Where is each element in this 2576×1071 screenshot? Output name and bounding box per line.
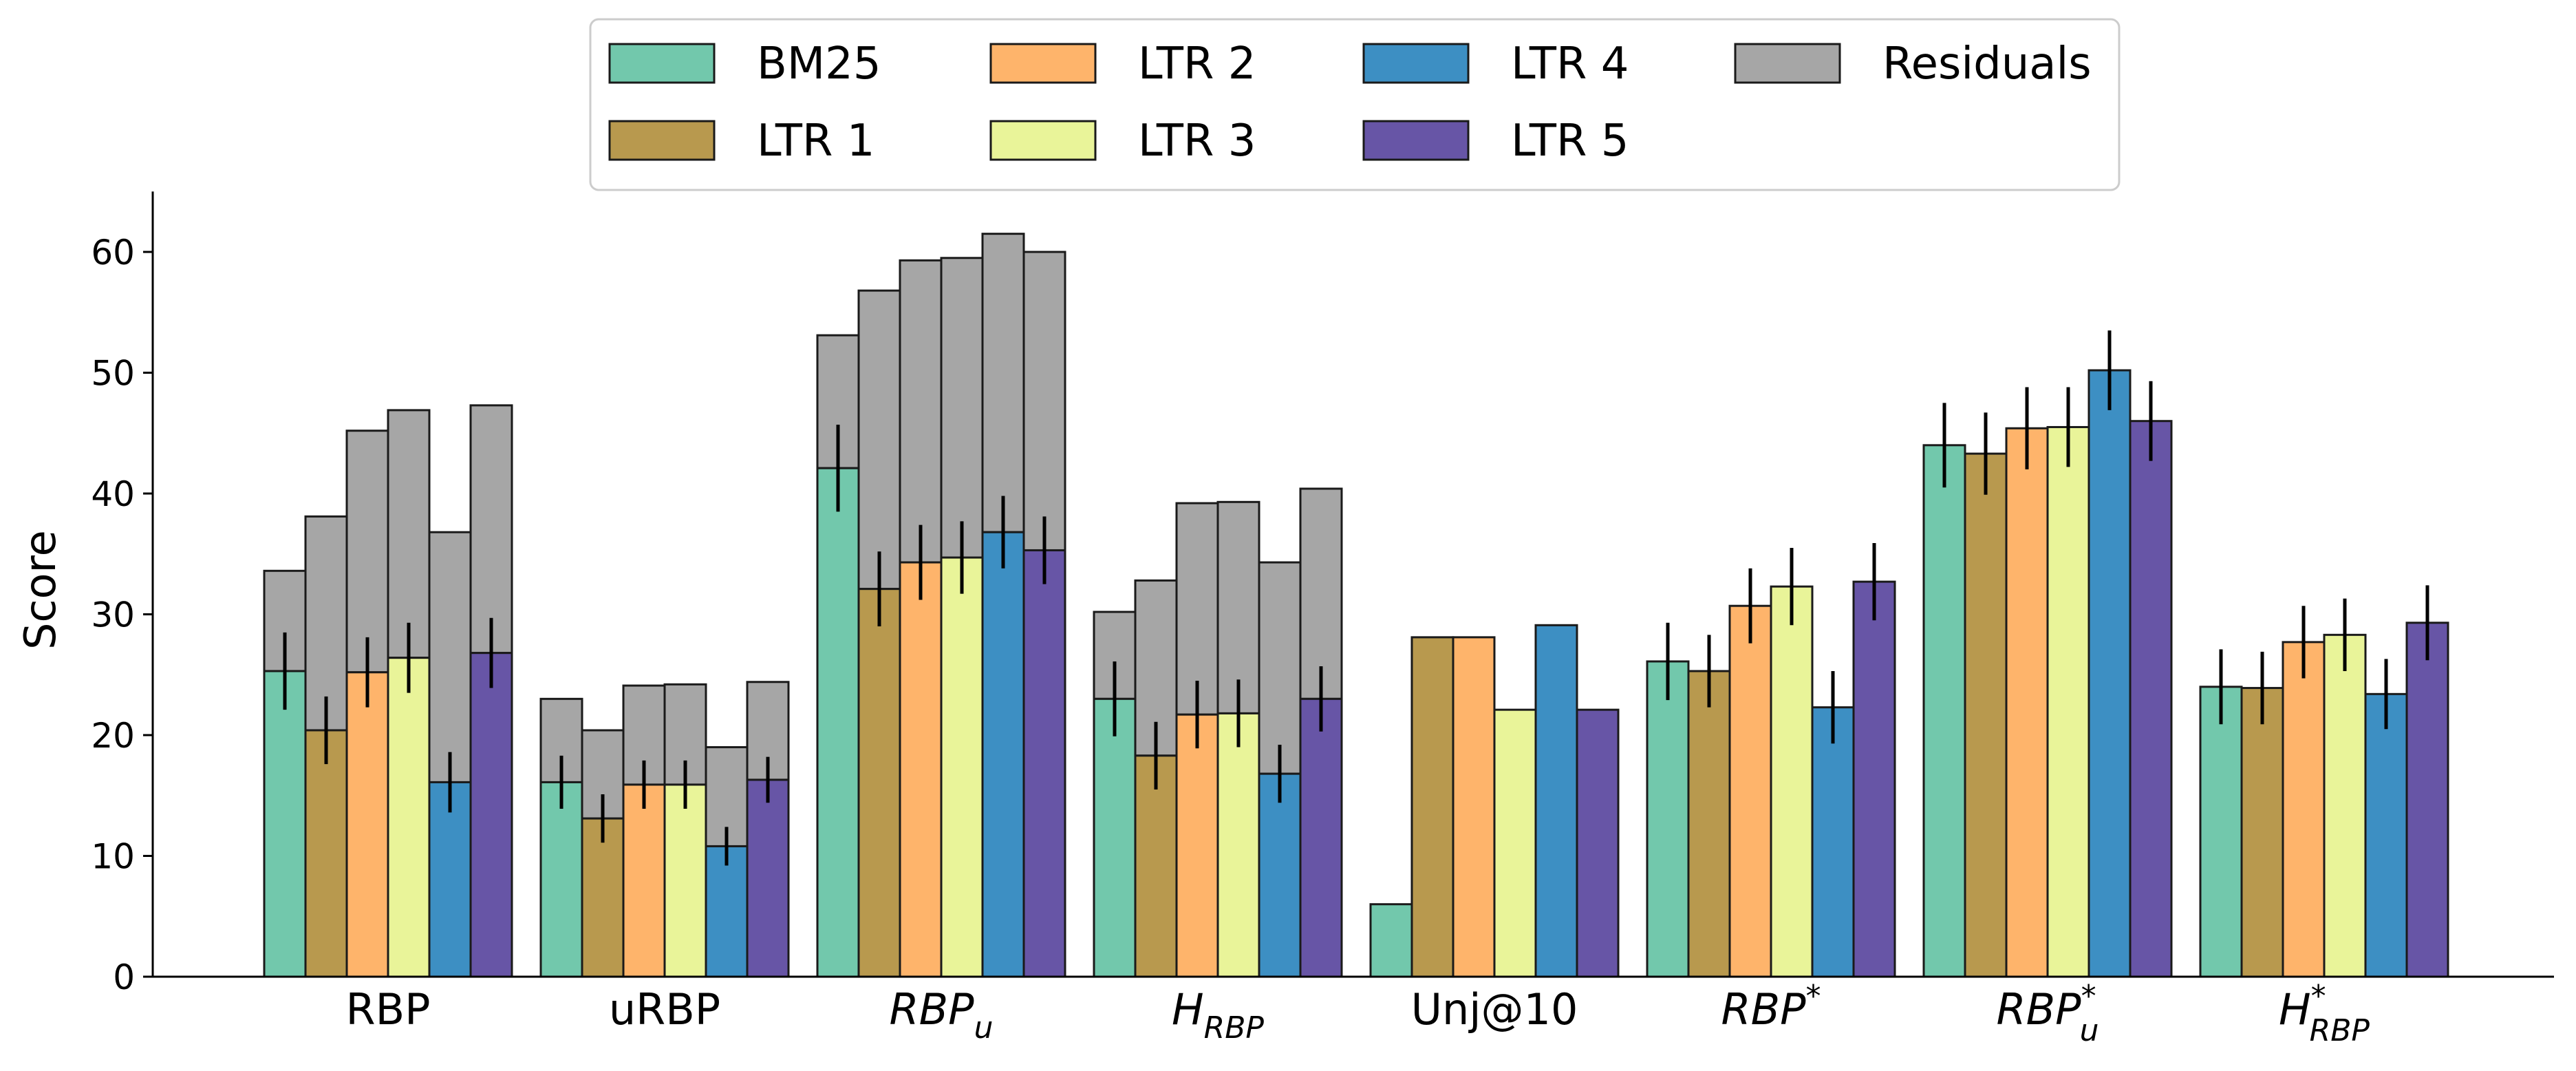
residual-bar-ltr-2-rbp-u <box>899 259 943 564</box>
x-tick-label-rbp: RBP* <box>1721 979 1821 1035</box>
bar-bm25-rbp <box>263 670 307 978</box>
category-labels-group: RBP uRBP RBPu HRBP Unj@10 RBP* RBP* u H* RBP <box>345 979 2370 1048</box>
bar-ltr-1-unj-10 <box>1410 636 1455 978</box>
bar-ltr-5-rbp-u <box>2129 420 2173 978</box>
residual-bar-ltr-2-rbp <box>345 430 389 674</box>
bar-bm25-rbp-u <box>1922 444 1966 978</box>
bar-bm25-urbp <box>539 781 583 978</box>
bar-ltr-3-h-rbp <box>1216 712 1260 978</box>
residual-bar-ltr-1-rbp-u <box>857 289 901 591</box>
x-tick-label-rbp: RBP <box>345 984 430 1035</box>
bar-bm25-unj-10 <box>1369 903 1413 978</box>
residual-bar-ltr-5-rbp-u <box>1022 251 1066 551</box>
bar-bm25-h-rbp <box>2199 686 2243 978</box>
y-axis-label: Score <box>15 530 65 650</box>
bar-ltr-2-h-rbp <box>2282 641 2326 978</box>
bar-ltr-2-rbp-u <box>899 561 943 978</box>
bar-ltr-3-rbp-u <box>940 556 984 978</box>
legend: BM25 LTR 2 LTR 4 Residuals LTR 1 LTR 3 LTR 5 <box>589 18 2121 191</box>
axes-group: 0 10 20 30 40 50 60 <box>91 191 2554 997</box>
bar-ltr-2-rbp-u <box>2005 427 2049 978</box>
bar-ltr-4-rbp-u <box>981 531 1025 978</box>
x-tick-label-unj-10: Unj@10 <box>1411 984 1578 1035</box>
y-tick-label-50: 50 <box>91 354 135 394</box>
y-tick-label-20: 20 <box>91 716 135 756</box>
bar-ltr-1-h-rbp <box>2240 687 2284 978</box>
bar-bm25-rbp-u <box>816 467 860 978</box>
error-bars-group <box>283 330 2429 866</box>
bar-ltr-3-rbp-u <box>2046 425 2090 978</box>
x-tick-label-rbp-u: RBPu <box>890 984 994 1046</box>
bars-group <box>263 233 2449 978</box>
residual-bar-ltr-3-rbp-u <box>940 257 984 559</box>
bar-ltr-5-rbp <box>469 652 513 978</box>
bar-ltr-3-urbp <box>663 783 707 978</box>
bar-ltr-3-rbp <box>1770 585 1814 978</box>
y-tick-label-0: 0 <box>113 957 135 997</box>
legend-label-residuals: Residuals <box>1882 39 2092 89</box>
bar-ltr-2-h-rbp <box>1175 713 1219 978</box>
legend-label-ltr-5: LTR 5 <box>1511 116 1629 167</box>
bar-bm25-h-rbp <box>1093 697 1137 978</box>
residual-bar-ltr-4-h-rbp <box>1258 561 1302 775</box>
bar-ltr-5-rbp-u <box>1022 549 1066 978</box>
bar-ltr-4-h-rbp <box>2364 692 2408 978</box>
legend-label-ltr-4: LTR 4 <box>1511 39 1629 89</box>
bar-ltr-4-h-rbp <box>1258 772 1302 978</box>
residual-bar-ltr-3-rbp <box>387 409 431 659</box>
legend-label-ltr-3: LTR 3 <box>1138 116 1256 167</box>
bar-ltr-5-unj-10 <box>1576 708 1620 978</box>
legend-swatch-ltr-3 <box>989 120 1097 161</box>
y-tick-label-30: 30 <box>91 595 135 635</box>
legend-swatch-bm25 <box>608 43 716 84</box>
legend-swatch-ltr-5 <box>1362 120 1470 161</box>
bar-ltr-2-rbp <box>1728 604 1772 978</box>
bar-ltr-4-urbp <box>705 845 749 978</box>
legend-swatch-residuals <box>1734 43 1841 84</box>
legend-swatch-ltr-2 <box>989 43 1097 84</box>
legend-swatch-ltr-4 <box>1362 43 1470 84</box>
bar-ltr-4-rbp-u <box>2087 369 2132 978</box>
bar-ltr-2-urbp <box>622 783 666 978</box>
residual-bar-ltr-4-rbp <box>428 531 472 783</box>
residual-bar-ltr-5-h-rbp <box>1299 487 1343 700</box>
x-tick-label-h-rbp: H* RBP <box>2279 979 2370 1048</box>
bar-ltr-2-rbp <box>345 671 389 978</box>
legend-label-bm25: BM25 <box>757 39 881 89</box>
bar-ltr-3-h-rbp <box>2323 633 2367 978</box>
y-tick-label-40: 40 <box>91 474 135 514</box>
bar-ltr-1-rbp <box>1687 670 1731 978</box>
bar-ltr-5-h-rbp <box>2405 622 2449 978</box>
residual-bar-ltr-5-rbp <box>469 404 513 655</box>
bar-bm25-rbp <box>1646 660 1690 978</box>
bar-ltr-5-urbp <box>746 778 790 978</box>
bar-ltr-1-rbp-u <box>857 588 901 978</box>
bar-ltr-5-h-rbp <box>1299 697 1343 978</box>
bar-ltr-4-unj-10 <box>1534 624 1578 978</box>
bar-ltr-1-rbp-u <box>1964 452 2008 978</box>
bar-ltr-4-rbp <box>1811 706 1855 978</box>
x-tick-label-urbp: uRBP <box>609 984 720 1035</box>
residual-bar-ltr-4-rbp-u <box>981 233 1025 533</box>
legend-label-ltr-2: LTR 2 <box>1138 39 1256 89</box>
legend-label-ltr-1: LTR 1 <box>757 116 874 167</box>
bar-ltr-1-rbp <box>304 729 348 978</box>
x-tick-label-h-rbp: HRBP <box>1172 984 1264 1046</box>
bar-ltr-3-rbp <box>387 657 431 978</box>
legend-swatch-ltr-1 <box>608 120 716 161</box>
y-tick-label-60: 60 <box>91 233 135 273</box>
y-tick-label-10: 10 <box>91 837 135 877</box>
bar-ltr-5-rbp <box>1852 580 1896 978</box>
bar-ltr-2-unj-10 <box>1452 636 1496 978</box>
bar-ltr-3-unj-10 <box>1493 708 1537 978</box>
x-tick-label-rbp-u: RBP* u <box>1997 979 2099 1048</box>
